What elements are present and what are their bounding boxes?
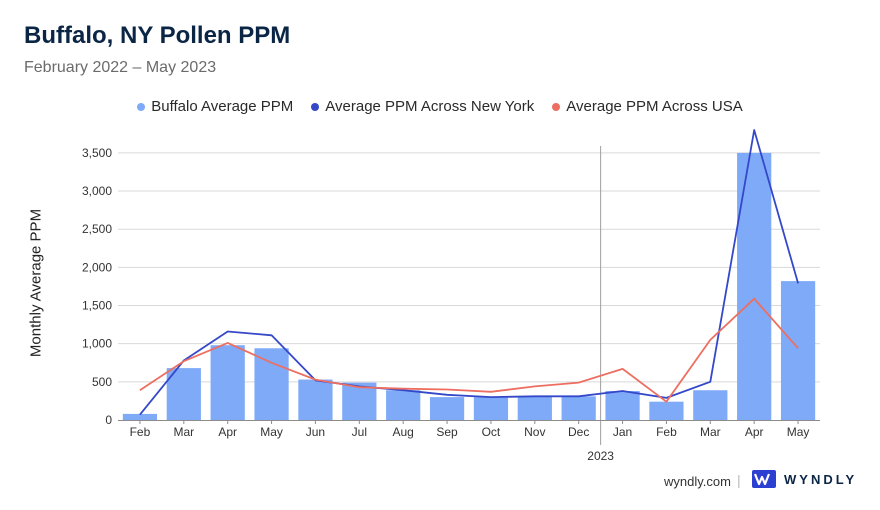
x-tick-label: May [260,425,283,439]
chart-subtitle: February 2022 – May 2023 [24,59,217,76]
x-tick-label: Mar [173,425,194,439]
brand-name: WYNDLY [784,471,858,487]
legend-item-new-york[interactable]: Average PPM Across New York [311,98,534,115]
year-label: 2023 [587,449,614,463]
bar-buffalo [649,401,684,420]
bar-buffalo [737,152,772,421]
footer-site-link[interactable]: wyndly.com [664,474,731,489]
x-tick-label: Jan [613,425,632,439]
bar-buffalo [473,397,509,420]
chart-legend: Buffalo Average PPM Average PPM Across N… [0,98,880,115]
bar-buffalo [166,368,201,420]
legend-marker-buffalo [137,102,146,111]
bar-buffalo [517,396,552,420]
bar-buffalo [693,390,728,420]
x-tick-label: Aug [393,425,414,439]
bar-buffalo [254,348,289,420]
y-tick-label: 0 [105,413,112,427]
x-tick-label: Jul [352,425,367,439]
line-new-york [139,129,799,416]
x-tick-label: Feb [130,425,151,439]
chart-title: Buffalo, NY Pollen PPM [24,22,291,49]
y-tick-label: 2,000 [82,260,112,274]
x-tick-label: Dec [568,425,589,439]
x-tick-label: Jun [306,425,325,439]
x-tick-label: Mar [700,425,721,439]
y-tick-label: 2,500 [82,222,112,236]
legend-label-new-york: Average PPM Across New York [325,98,535,115]
bar-buffalo [210,345,245,420]
x-tick-label: Oct [482,425,501,439]
brand[interactable]: WYNDLY [752,470,857,488]
bar-buffalo [122,413,158,420]
x-tick-label: Sep [436,425,458,439]
bar-buffalo [429,397,465,420]
x-tick-label: Feb [656,425,677,439]
line-usa [139,297,799,403]
bar-buffalo [386,390,421,420]
x-tick-label: Nov [524,425,545,439]
bar-buffalo [342,382,377,420]
legend-marker-new-york [311,102,320,111]
y-tick-label: 1,500 [82,299,112,313]
footer-separator: | [737,472,741,488]
y-tick-label: 3,500 [82,146,112,160]
legend-item-buffalo[interactable]: Buffalo Average PPM [137,98,293,115]
x-tick-label: Apr [218,425,237,439]
x-tick-label: May [787,425,810,439]
legend-label-usa: Average PPM Across USA [566,98,743,115]
y-tick-label: 500 [92,375,112,389]
legend-label-buffalo: Buffalo Average PPM [151,98,294,115]
bar-buffalo [780,281,816,420]
bar-buffalo [605,391,640,420]
y-tick-label: 3,000 [82,184,112,198]
bar-buffalo [298,379,333,420]
legend-marker-usa [552,102,561,111]
legend-item-usa[interactable]: Average PPM Across USA [552,98,743,115]
bar-buffalo [561,396,596,420]
wyndly-logo-icon [752,470,776,488]
x-tick-label: Apr [745,425,764,439]
y-tick-label: 1,000 [82,337,112,351]
